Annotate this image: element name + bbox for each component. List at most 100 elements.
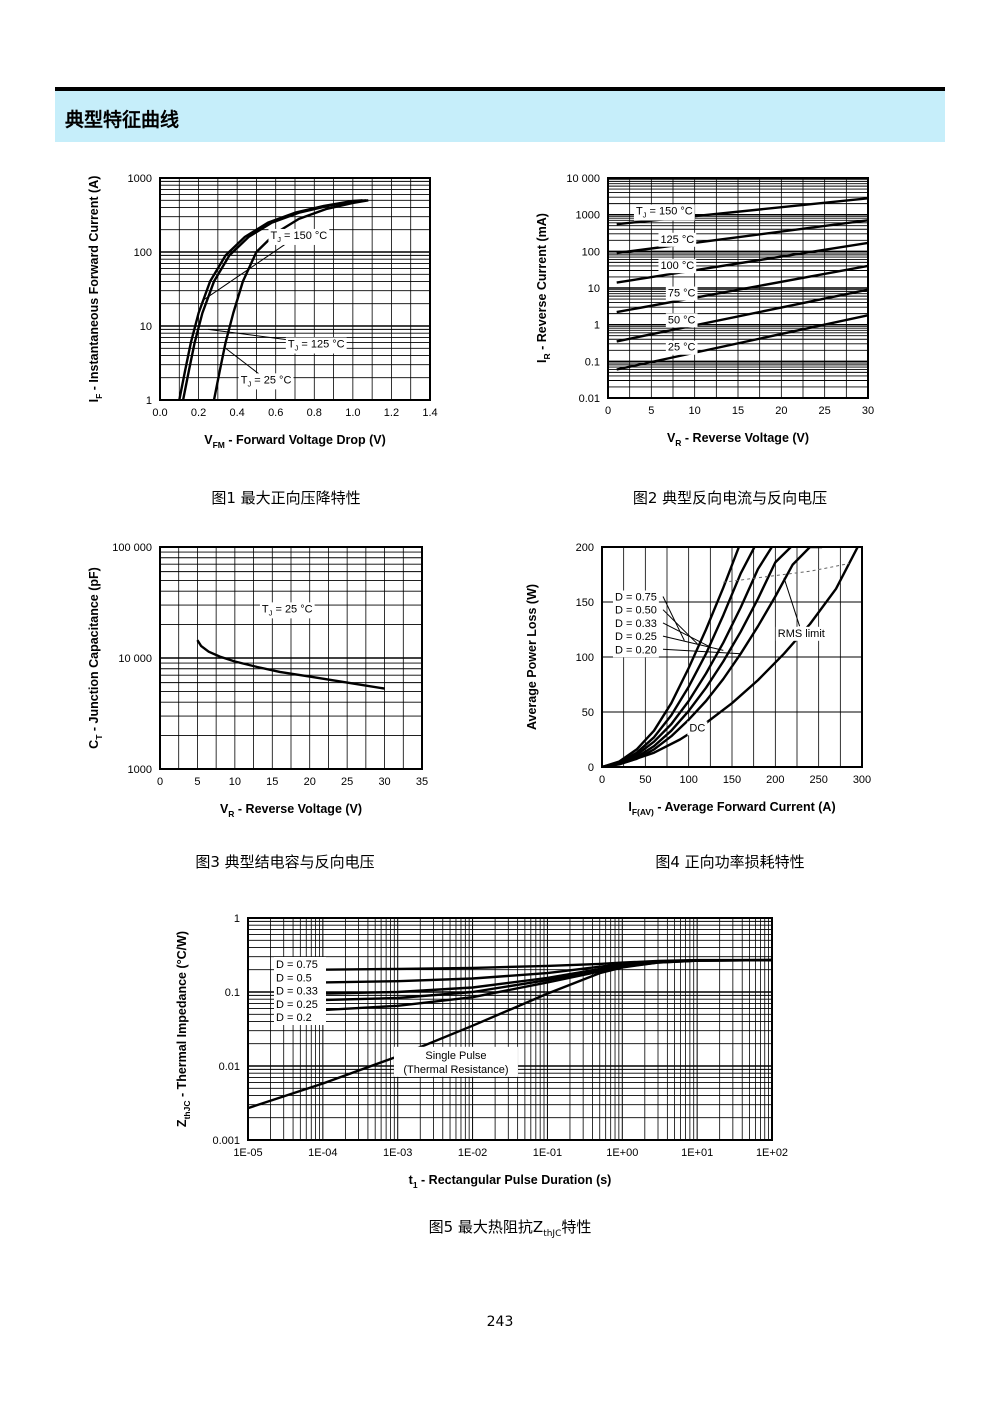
fig2-ytick: 1 bbox=[594, 320, 600, 332]
fig1-xlabel: VFM - Forward Voltage Drop (V) bbox=[204, 433, 386, 450]
fig4-annotation-bg bbox=[775, 626, 827, 641]
chart-reverse-current: 0 5 10 15 20 25 30 0.01 0.1 1 10 100 1000 10 000 VR - … bbox=[530, 165, 875, 455]
fig4-annotation-bg bbox=[613, 603, 659, 618]
section-header: 典型特征曲线 bbox=[55, 87, 945, 142]
fig4-xtick: 50 bbox=[639, 774, 651, 786]
fig1-frame bbox=[159, 177, 431, 401]
fig2-ytick: 1000 bbox=[576, 210, 600, 222]
fig5-ytick: 1 bbox=[234, 913, 240, 925]
fig5-xtick: 1E-02 bbox=[458, 1147, 487, 1159]
fig1-ytick: 1 bbox=[146, 395, 152, 407]
fig5-annotation-line: Single Pulse bbox=[425, 1050, 486, 1062]
fig5-legend-item: D = 0.5 bbox=[276, 972, 312, 984]
fig3-xtick: 35 bbox=[416, 776, 428, 788]
fig1-annotation-bg bbox=[268, 228, 330, 245]
fig2-xtick: 15 bbox=[732, 405, 744, 417]
fig3-svg: 0 5 10 15 20 25 30 35 1000 10 000 100 000 VR - Reve… bbox=[87, 542, 428, 819]
fig3-xtick: 10 bbox=[229, 776, 241, 788]
fig3-ytick: 10 000 bbox=[118, 653, 152, 665]
fig2-xtick: 5 bbox=[648, 405, 654, 417]
fig5-legend-item: D = 0.25 bbox=[276, 999, 318, 1011]
fig3-xlabel: VR - Reverse Voltage (V) bbox=[220, 802, 362, 819]
fig1-series-1 bbox=[181, 199, 367, 400]
chart-power-loss: 0 50 100 150 200 250 300 0 50 100 150 200 IF(AV) - A… bbox=[525, 535, 875, 825]
fig1-annotation-bg bbox=[238, 373, 294, 390]
fig4-series-5 bbox=[602, 547, 859, 767]
fig2-xtick: 25 bbox=[819, 405, 831, 417]
fig4-series-2 bbox=[602, 547, 773, 767]
fig4-frame bbox=[601, 546, 863, 768]
fig5-xtick: 1E-04 bbox=[308, 1147, 337, 1159]
fig2-series-1 bbox=[616, 219, 868, 255]
fig3-annotation-bg bbox=[259, 602, 315, 619]
fig4-annotation: D = 0.25 bbox=[615, 631, 657, 643]
fig2-xtick: 10 bbox=[689, 405, 701, 417]
fig4-rms-limit-line bbox=[723, 563, 850, 583]
fig2-annotation-bg bbox=[665, 286, 698, 301]
chart-forward-voltage: 0.0 0.2 0.4 0.6 0.8 1.0 1.2 1.4 1 10 100 1000 VFM - … bbox=[85, 165, 438, 455]
fig2-series-2 bbox=[616, 241, 868, 284]
fig4-annotation: D = 0.75 bbox=[615, 592, 657, 604]
fig4-xtick: 0 bbox=[599, 774, 605, 786]
fig5-frame bbox=[247, 917, 773, 1141]
fig4-duty-leader bbox=[662, 635, 724, 651]
fig2-ytick: 100 bbox=[582, 246, 600, 258]
fig5-annotation-bg bbox=[393, 1046, 518, 1077]
fig4-ytick: 200 bbox=[576, 542, 594, 554]
fig2-annotation-bg bbox=[665, 340, 698, 355]
fig5-legend-item: D = 0.75 bbox=[276, 959, 318, 971]
caption-fig5-rest: 特性 bbox=[561, 1218, 592, 1236]
fig5-xtick: 1E-05 bbox=[233, 1147, 262, 1159]
fig2-series-4 bbox=[616, 288, 868, 343]
fig1-ytick: 100 bbox=[134, 247, 152, 259]
fig1-ytick: 1000 bbox=[128, 173, 152, 185]
fig1-xtick: 0.8 bbox=[307, 407, 322, 419]
fig5-grid bbox=[247, 918, 772, 1141]
fig2-xlabel: VR - Reverse Voltage (V) bbox=[667, 431, 809, 448]
fig5-annotation-line: (Thermal Resistance) bbox=[403, 1064, 508, 1076]
fig3-xtick: 25 bbox=[341, 776, 353, 788]
fig3-xtick: 5 bbox=[194, 776, 200, 788]
fig2-ytick: 10 bbox=[588, 283, 600, 295]
fig4-annotation: D = 0.33 bbox=[615, 618, 657, 630]
fig4-ytick: 100 bbox=[576, 652, 594, 664]
fig2-ytick: 0.1 bbox=[585, 356, 600, 368]
fig4-duty-leader bbox=[662, 622, 711, 648]
caption-fig4: 图4 正向功率损耗特性 bbox=[655, 853, 805, 871]
fig4-duty-leader bbox=[662, 596, 685, 641]
fig5-xtick: 1E-01 bbox=[533, 1147, 562, 1159]
fig2-frame bbox=[607, 177, 869, 399]
fig2-annotation: 125 °C bbox=[660, 234, 694, 246]
fig4-duty-leader bbox=[662, 609, 698, 645]
caption-fig2: 图2 典型反向电流与反向电压 bbox=[632, 489, 828, 507]
fig1-series-2 bbox=[212, 199, 369, 400]
fig3-annotation: TJ = 25 °C bbox=[262, 603, 313, 617]
fig2-series-3 bbox=[616, 264, 868, 314]
fig4-annotation-bg bbox=[613, 643, 659, 658]
fig2-ylabel: IR - Reverse Current (mA) bbox=[535, 213, 552, 363]
fig4-xtick: 250 bbox=[809, 774, 827, 786]
fig4-annotation-bg bbox=[687, 721, 708, 736]
fig3-xtick: 20 bbox=[304, 776, 316, 788]
fig2-annotation: 75 °C bbox=[668, 288, 696, 300]
fig4-xtick: 200 bbox=[766, 774, 784, 786]
fig1-svg: 0.0 0.2 0.4 0.6 0.8 1.0 1.2 1.4 1 10 100 1000 VFM - … bbox=[87, 173, 438, 450]
fig3-xtick: 30 bbox=[378, 776, 390, 788]
fig1-annotation: TJ = 125 °C bbox=[288, 339, 345, 353]
fig2-ytick: 10 000 bbox=[566, 173, 600, 185]
fig4-series-1 bbox=[602, 547, 756, 767]
fig5-svg: 1E-05 1E-04 1E-03 1E-02 1E-01 1E+00 1E+01 1E+02… bbox=[175, 913, 788, 1190]
fig5-xtick: 1E-03 bbox=[383, 1147, 412, 1159]
fig3-series-0 bbox=[196, 639, 385, 690]
fig1-xtick: 0.6 bbox=[268, 407, 283, 419]
fig2-ytick: 0.01 bbox=[579, 393, 600, 405]
fig2-xtick: 20 bbox=[775, 405, 787, 417]
fig1-xtick: 0.2 bbox=[191, 407, 206, 419]
fig1-xtick: 0.0 bbox=[152, 407, 167, 419]
fig3-grid bbox=[159, 547, 423, 770]
fig1-grid bbox=[159, 178, 431, 401]
fig2-annotation-bg bbox=[658, 232, 697, 247]
fig1-xtick: 1.4 bbox=[422, 407, 437, 419]
fig5-ylabel: ZthJC - Thermal Impedance (°C/W) bbox=[175, 931, 192, 1127]
fig2-series-5 bbox=[616, 314, 868, 371]
